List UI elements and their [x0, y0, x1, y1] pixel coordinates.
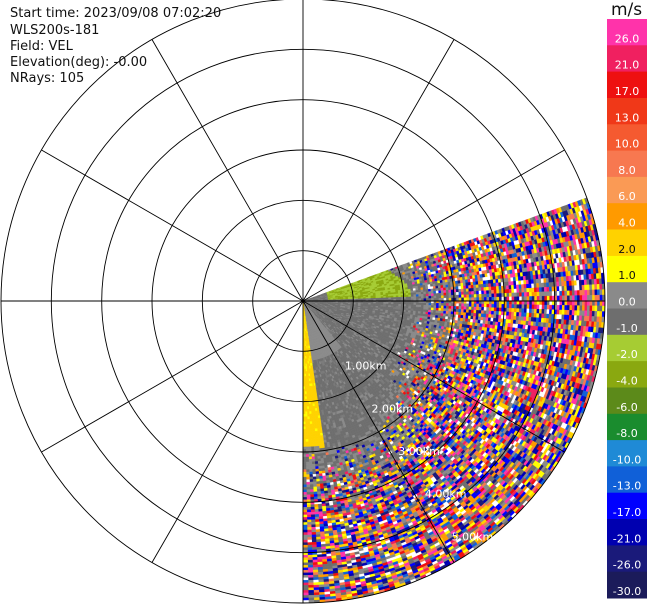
velocity-cell	[408, 296, 412, 300]
velocity-cell	[308, 403, 311, 407]
velocity-cell	[304, 371, 306, 375]
velocity-cell	[420, 304, 424, 308]
velocity-cell	[416, 302, 420, 306]
velocity-cell	[413, 298, 417, 301]
velocity-cell	[393, 302, 397, 305]
velocity-cell	[306, 413, 310, 417]
velocity-cell	[306, 408, 310, 412]
velocity-cell	[413, 302, 417, 306]
velocity-cell	[408, 292, 412, 296]
velocity-cell	[420, 296, 425, 299]
velocity-cell	[410, 304, 414, 308]
velocity-cell	[304, 403, 308, 407]
velocity-cell	[395, 297, 399, 300]
velocity-cell	[413, 294, 417, 298]
velocity-cell	[416, 298, 420, 301]
velocity-cell	[420, 302, 425, 306]
velocity-cell	[421, 298, 424, 301]
velocity-cell	[306, 403, 310, 407]
velocity-cell	[418, 289, 422, 293]
velocity-cell	[395, 303, 399, 307]
velocity-cell	[405, 302, 409, 305]
velocity-cell	[406, 298, 409, 301]
velocity-cell	[405, 296, 409, 300]
velocity-cell	[390, 297, 394, 300]
velocity-cell	[304, 406, 308, 410]
velocity-cell	[405, 304, 409, 307]
velocity-cell	[306, 406, 310, 410]
velocity-cell	[306, 411, 310, 415]
velocity-cell	[405, 294, 409, 298]
velocity-cell	[411, 302, 414, 306]
velocity-cell	[398, 298, 402, 301]
velocity-cell	[420, 293, 424, 297]
velocity-cell	[411, 298, 414, 301]
velocity-cell	[304, 386, 307, 390]
velocity-cell	[410, 294, 414, 298]
velocity-cell	[304, 376, 307, 380]
velocity-cell	[380, 297, 384, 300]
velocity-cell	[420, 291, 424, 295]
velocity-cell	[410, 296, 414, 299]
velocity-cell	[408, 298, 412, 301]
velocity-cell	[413, 296, 417, 300]
velocity-cell	[418, 298, 422, 301]
velocity-cell	[418, 294, 422, 297]
velocity-cell	[418, 302, 422, 306]
velocity-cell	[395, 291, 399, 295]
velocity-cell	[304, 416, 308, 420]
velocity-cell	[408, 302, 412, 306]
velocity-cell	[416, 296, 419, 299]
velocity-cell	[398, 304, 402, 307]
velocity-cell	[307, 393, 311, 397]
velocity-cell	[306, 396, 309, 400]
velocity-cell	[418, 306, 422, 310]
velocity-cell	[395, 298, 399, 301]
velocity-cell	[304, 411, 308, 415]
velocity-cell	[308, 413, 312, 417]
velocity-cell	[415, 292, 419, 295]
velocity-cell	[308, 411, 312, 415]
velocity-cell	[304, 393, 307, 397]
velocity-cell	[305, 378, 308, 382]
velocity-cell	[306, 416, 310, 420]
velocity-cell	[398, 293, 402, 296]
velocity-cell	[304, 408, 308, 412]
velocity-cell	[304, 414, 308, 417]
velocity-cell	[405, 306, 409, 309]
velocity-cell	[413, 292, 417, 295]
velocity-cell	[308, 406, 312, 410]
velocity-cell	[304, 381, 307, 385]
velocity-cell	[418, 296, 422, 299]
velocity-cell	[304, 391, 307, 395]
velocity-cell	[393, 298, 397, 301]
velocity-cell	[375, 297, 379, 300]
velocity-cell	[413, 304, 417, 308]
velocity-data-wedge	[302, 197, 606, 604]
velocity-cell	[311, 416, 315, 420]
velocity-cell	[415, 294, 419, 297]
velocity-cell	[408, 294, 412, 298]
velocity-cell	[385, 297, 389, 300]
velocity-cell	[418, 304, 422, 308]
